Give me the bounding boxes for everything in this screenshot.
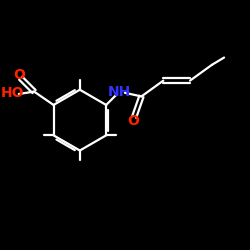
Text: HO: HO — [0, 86, 24, 100]
Text: O: O — [13, 68, 25, 82]
Text: NH: NH — [108, 84, 131, 98]
Text: O: O — [127, 114, 139, 128]
